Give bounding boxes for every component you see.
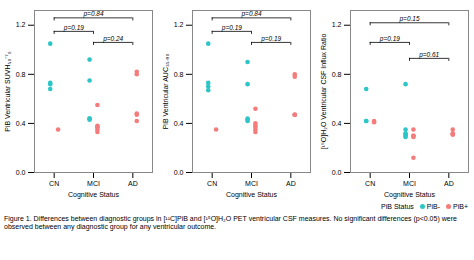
svg-text:CN: CN xyxy=(365,180,375,187)
svg-text:AD: AD xyxy=(286,180,296,187)
svg-text:0.4: 0.4 xyxy=(332,120,342,127)
svg-text:p=0.61: p=0.61 xyxy=(418,51,439,59)
svg-text:PiB Ventricular SUVH₅₀⁻⁷₀: PiB Ventricular SUVH₅₀⁻⁷₀ xyxy=(4,51,11,132)
svg-text:p=0.84: p=0.84 xyxy=(240,10,261,18)
html-text:Figure 1. Differences between: Figure 1. Differences between diagnostic… xyxy=(4,215,457,231)
svg-text:AD: AD xyxy=(444,180,454,187)
svg-text:0.4: 0.4 xyxy=(174,120,184,127)
svg-text:p=0.84: p=0.84 xyxy=(82,10,103,18)
svg-text:1.2: 1.2 xyxy=(332,21,342,28)
svg-text:p=0.19: p=0.19 xyxy=(63,24,84,32)
svg-text:p=0.24: p=0.24 xyxy=(102,35,123,43)
svg-text:p=0.19: p=0.19 xyxy=(379,35,400,43)
svg-text:p=0.19: p=0.19 xyxy=(221,24,242,32)
svg-text:Cognitive Status: Cognitive Status xyxy=(384,191,435,199)
svg-text:MCI: MCI xyxy=(245,180,258,187)
svg-text:0.4: 0.4 xyxy=(16,120,26,127)
svg-text:MCI: MCI xyxy=(87,180,100,187)
svg-text:0.0: 0.0 xyxy=(174,169,184,176)
svg-text:0.8: 0.8 xyxy=(332,71,342,78)
svg-text:0.8: 0.8 xyxy=(16,71,26,78)
svg-text:PiB Ventricular AUC₃₅₋₉₀: PiB Ventricular AUC₃₅₋₉₀ xyxy=(162,54,169,130)
svg-text:CN: CN xyxy=(207,180,217,187)
svg-text:p=0.15: p=0.15 xyxy=(398,15,419,23)
html-text:PiB Status: PiB Status xyxy=(381,203,414,210)
svg-text:[¹⁵O]H₂O Ventricular CSF Influ: [¹⁵O]H₂O Ventricular CSF Influx Ratio xyxy=(320,34,328,150)
svg-text:MCI: MCI xyxy=(403,180,416,187)
html-text:PiB+: PiB+ xyxy=(453,203,468,210)
html-text:PiB-: PiB- xyxy=(426,203,440,210)
svg-text:Cognitive Status: Cognitive Status xyxy=(226,191,277,199)
svg-text:0.8: 0.8 xyxy=(174,71,184,78)
svg-text:0.0: 0.0 xyxy=(16,169,26,176)
svg-text:1.2: 1.2 xyxy=(16,21,26,28)
svg-text:0.0: 0.0 xyxy=(332,169,342,176)
svg-text:CN: CN xyxy=(49,180,59,187)
svg-text:p=0.19: p=0.19 xyxy=(260,35,281,43)
svg-text:AD: AD xyxy=(128,180,138,187)
svg-text:1.2: 1.2 xyxy=(174,21,184,28)
svg-text:Cognitive Status: Cognitive Status xyxy=(68,191,119,199)
